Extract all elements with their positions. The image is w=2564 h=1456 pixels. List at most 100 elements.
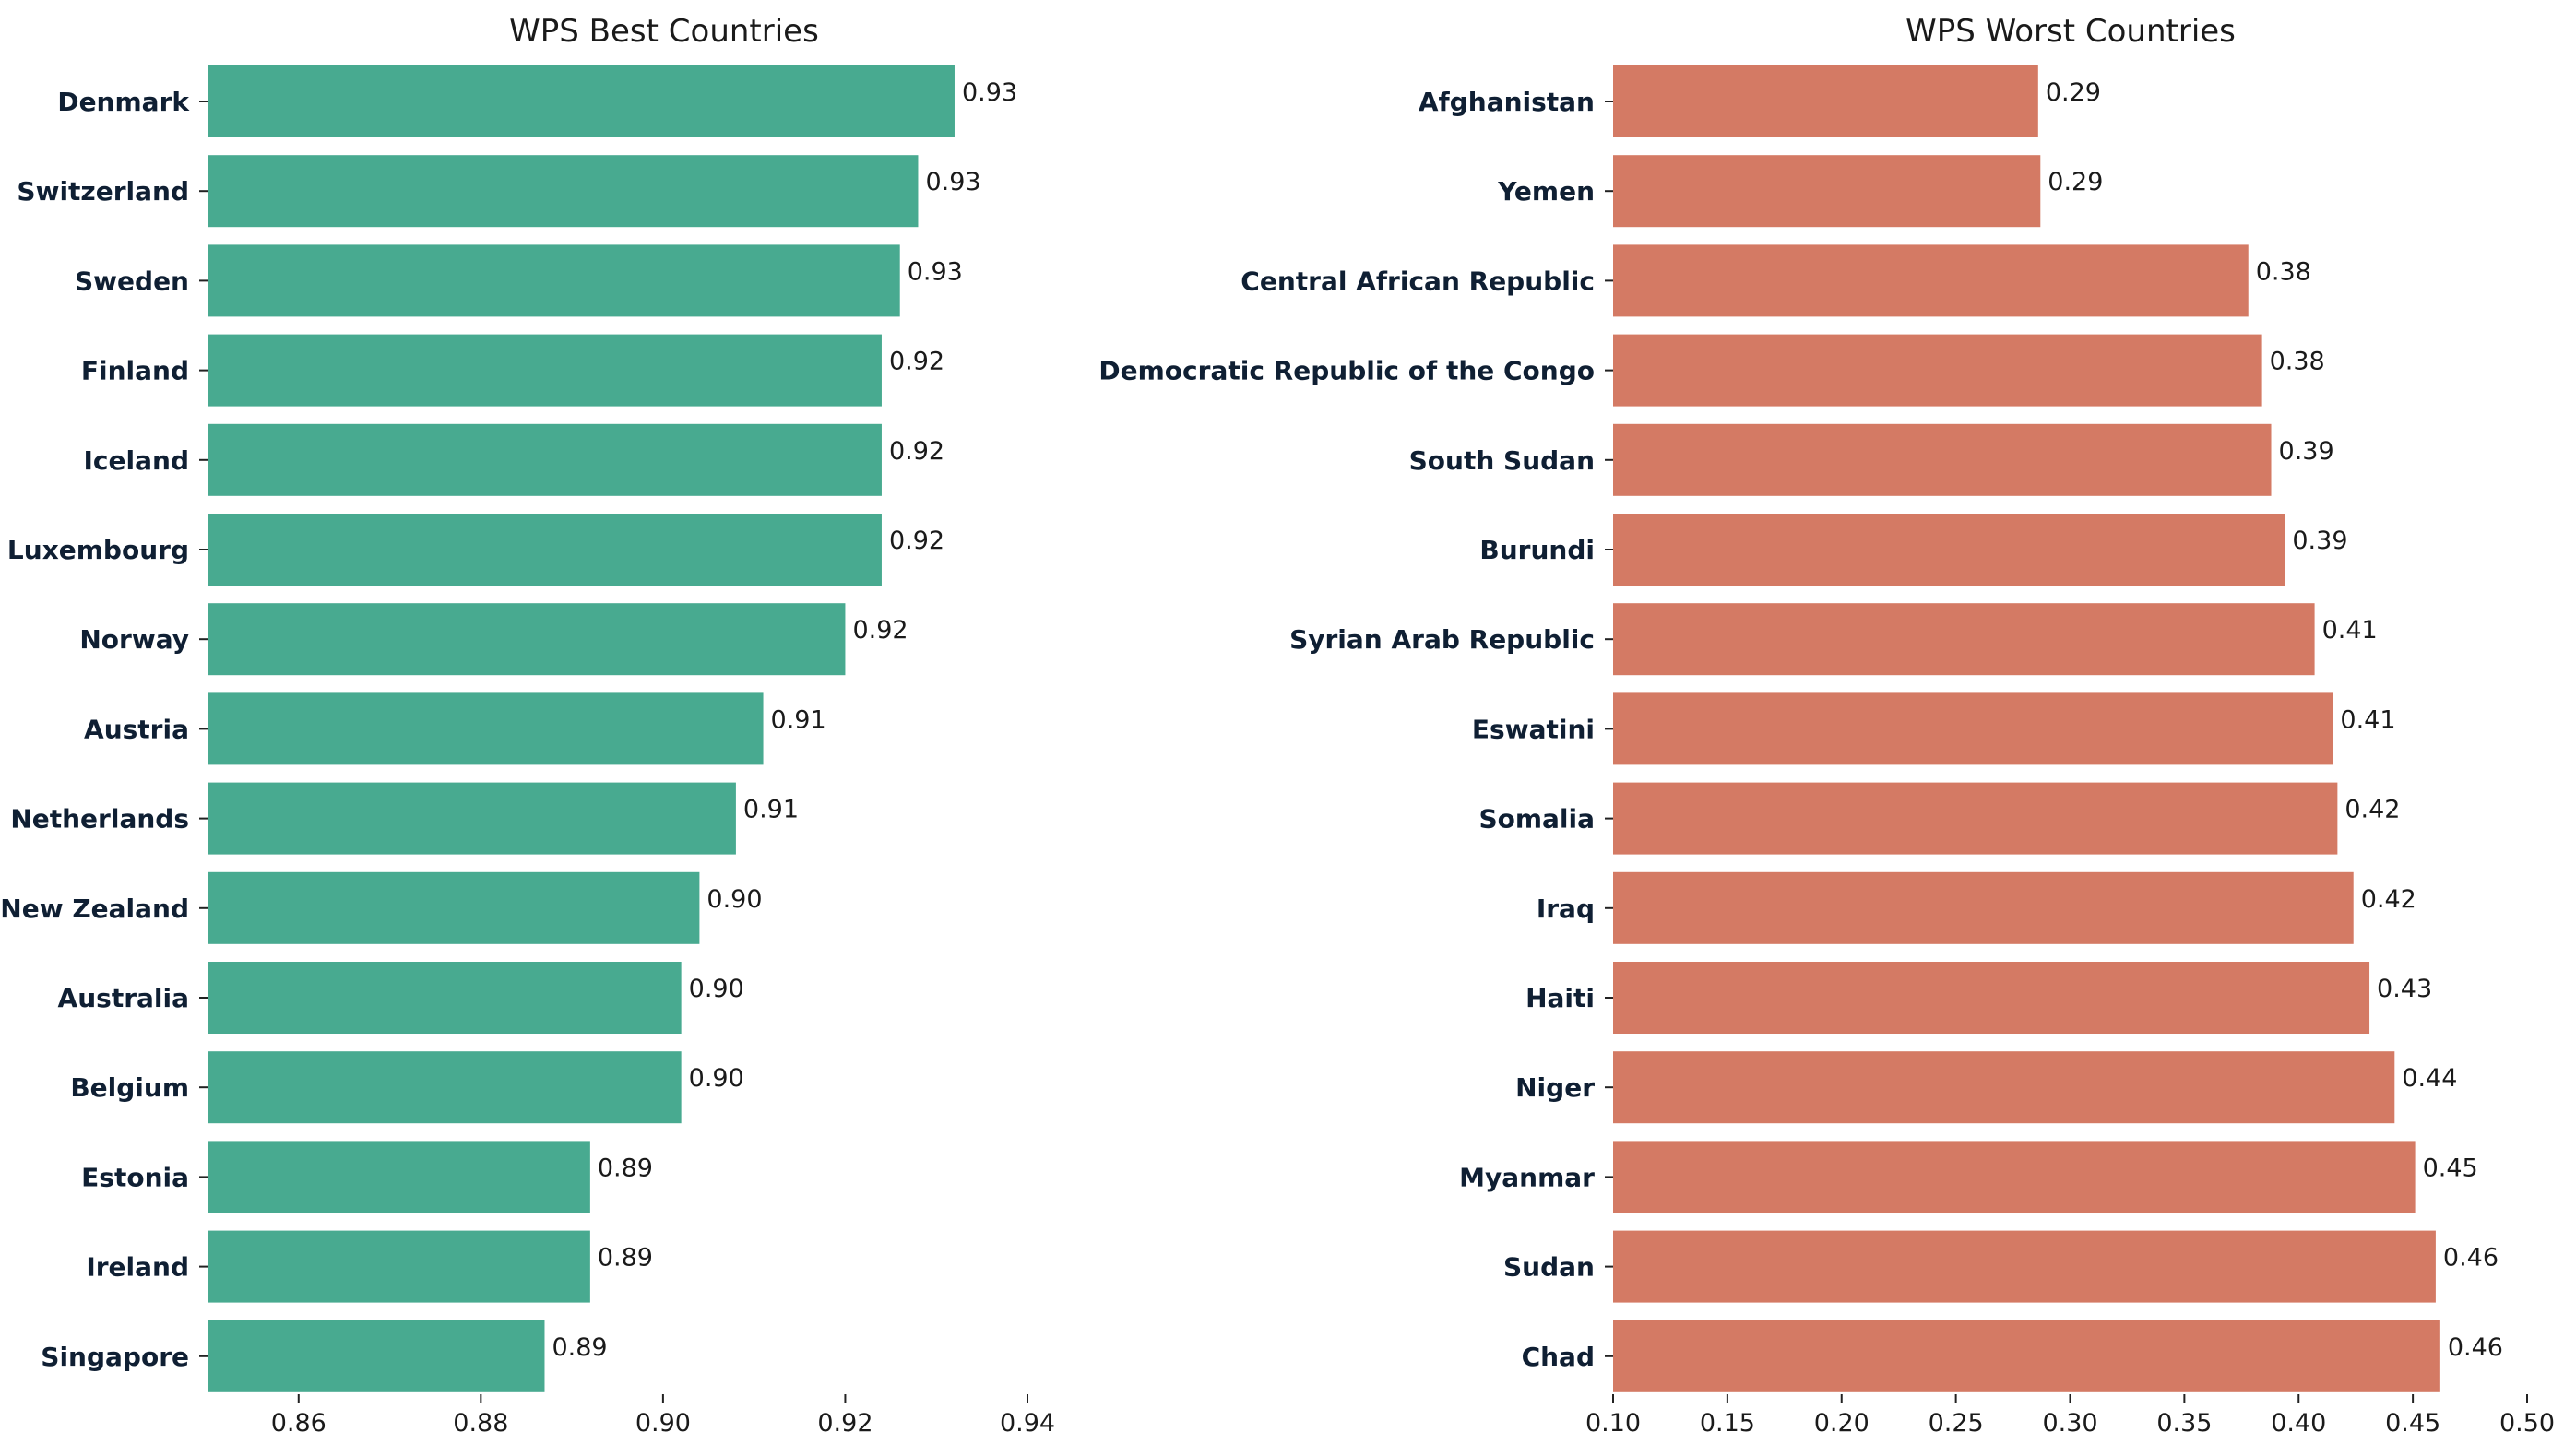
value-label-worst-south-sudan: 0.39 [2279,437,2334,466]
category-label-worst-sudan: Sudan [1503,1252,1595,1283]
bar-best-switzerland [208,155,919,228]
xtick-label-worst-7: 0.45 [2385,1409,2440,1438]
value-label-worst-yemen: 0.29 [2048,168,2103,196]
category-label-worst-eswatini: Eswatini [1472,714,1595,744]
bar-worst-niger [1613,1051,2395,1124]
category-label-worst-yemen: Yemen [1497,176,1595,207]
xtick-label-best-4: 0.94 [1000,1409,1055,1438]
category-label-best-belgium: Belgium [70,1072,189,1103]
category-label-best-singapore: Singapore [41,1342,189,1372]
category-label-best-new-zealand: New Zealand [0,894,189,924]
value-label-worst-afghanistan: 0.29 [2046,78,2101,107]
category-label-worst-democratic-republic-of-the-congo: Democratic Republic of the Congo [1098,356,1595,386]
bar-best-sweden [208,244,900,317]
value-label-worst-myanmar: 0.45 [2423,1154,2478,1182]
bar-worst-south-sudan [1613,423,2272,496]
bar-worst-syrian-arab-republic [1613,603,2315,676]
value-label-best-finland: 0.92 [889,348,944,376]
bar-best-finland [208,334,882,407]
chart-title-worst: WPS Worst Countries [1905,13,2236,50]
bar-worst-democratic-republic-of-the-congo [1613,334,2262,407]
xtick-label-best-2: 0.90 [635,1409,691,1438]
bar-worst-yemen [1613,155,2041,228]
category-label-best-switzerland: Switzerland [17,176,189,207]
xtick-label-worst-4: 0.30 [2042,1409,2097,1438]
category-label-best-estonia: Estonia [81,1162,189,1192]
value-label-worst-sudan: 0.46 [2443,1244,2499,1273]
category-label-best-finland: Finland [81,356,189,386]
value-label-best-australia: 0.90 [689,975,744,1003]
bar-worst-haiti [1613,962,2370,1034]
value-label-worst-niger: 0.44 [2402,1064,2457,1093]
value-label-worst-chad: 0.46 [2448,1333,2503,1362]
category-label-worst-myanmar: Myanmar [1459,1162,1595,1192]
bar-best-australia [208,962,682,1034]
category-label-best-iceland: Iceland [84,445,189,476]
xtick-label-best-1: 0.88 [453,1409,508,1438]
xtick-label-best-3: 0.92 [817,1409,872,1438]
category-label-best-netherlands: Netherlands [10,804,189,835]
value-label-worst-democratic-republic-of-the-congo: 0.38 [2270,348,2325,376]
bar-worst-myanmar [1613,1141,2416,1213]
value-label-best-austria: 0.91 [771,705,826,734]
bar-worst-afghanistan [1613,65,2038,137]
bar-worst-burundi [1613,514,2285,586]
xtick-label-worst-0: 0.10 [1585,1409,1641,1438]
value-label-worst-eswatini: 0.41 [2340,705,2395,734]
category-label-worst-haiti: Haiti [1525,983,1595,1013]
value-label-best-sweden: 0.93 [908,257,963,286]
xtick-label-worst-2: 0.20 [1814,1409,1870,1438]
category-label-best-denmark: Denmark [57,87,190,117]
best-countries-panel: WPS Best Countries Denmark 0.93 Switzerlan… [0,13,1055,1438]
value-label-best-luxembourg: 0.92 [889,527,944,555]
value-label-best-belgium: 0.90 [689,1064,744,1093]
bar-worst-iraq [1613,871,2354,944]
bar-worst-eswatini [1613,692,2333,765]
value-label-best-denmark: 0.93 [962,78,1017,107]
value-label-worst-central-african-republic: 0.38 [2256,257,2311,286]
worst-countries-panel: WPS Worst Countries Afghanistan 0.29 Yemen… [1098,13,2555,1438]
bar-best-austria [208,692,764,765]
bar-worst-chad [1613,1320,2440,1392]
bar-best-denmark [208,65,955,137]
category-label-best-austria: Austria [84,714,189,744]
bar-worst-central-african-republic [1613,244,2249,317]
xtick-label-worst-3: 0.25 [1929,1409,1984,1438]
category-label-worst-iraq: Iraq [1537,894,1595,924]
category-label-best-ireland: Ireland [86,1252,189,1283]
bar-best-singapore [208,1320,545,1392]
xtick-label-best-0: 0.86 [271,1409,326,1438]
bar-best-netherlands [208,782,736,855]
value-label-best-switzerland: 0.93 [925,168,980,196]
bar-best-ireland [208,1230,590,1303]
value-label-best-netherlands: 0.91 [743,796,799,824]
category-label-worst-syrian-arab-republic: Syrian Arab Republic [1289,624,1595,655]
bar-best-new-zealand [208,871,700,944]
value-label-best-estonia: 0.89 [598,1154,653,1182]
bar-best-norway [208,603,846,676]
category-label-worst-burundi: Burundi [1479,535,1595,565]
xtick-label-worst-5: 0.35 [2156,1409,2212,1438]
xtick-label-worst-1: 0.15 [1700,1409,1755,1438]
category-label-worst-afghanistan: Afghanistan [1419,87,1595,117]
category-label-worst-chad: Chad [1522,1342,1595,1372]
value-label-best-ireland: 0.89 [598,1244,653,1273]
value-label-worst-haiti: 0.43 [2377,975,2432,1003]
value-label-worst-iraq: 0.42 [2361,885,2416,914]
value-label-best-singapore: 0.89 [552,1333,607,1362]
xtick-label-worst-8: 0.50 [2499,1409,2555,1438]
xtick-label-worst-6: 0.40 [2271,1409,2326,1438]
category-label-best-sweden: Sweden [75,266,189,296]
chart-title-best: WPS Best Countries [509,13,819,50]
bar-worst-sudan [1613,1230,2436,1303]
value-label-best-norway: 0.92 [852,616,908,645]
bar-worst-somalia [1613,782,2338,855]
bar-best-estonia [208,1141,590,1213]
category-label-worst-niger: Niger [1515,1072,1595,1103]
bar-best-belgium [208,1051,682,1124]
category-label-worst-central-african-republic: Central African Republic [1240,266,1595,296]
bar-best-iceland [208,423,882,496]
value-label-worst-somalia: 0.42 [2344,796,2400,824]
value-label-worst-syrian-arab-republic: 0.41 [2322,616,2378,645]
